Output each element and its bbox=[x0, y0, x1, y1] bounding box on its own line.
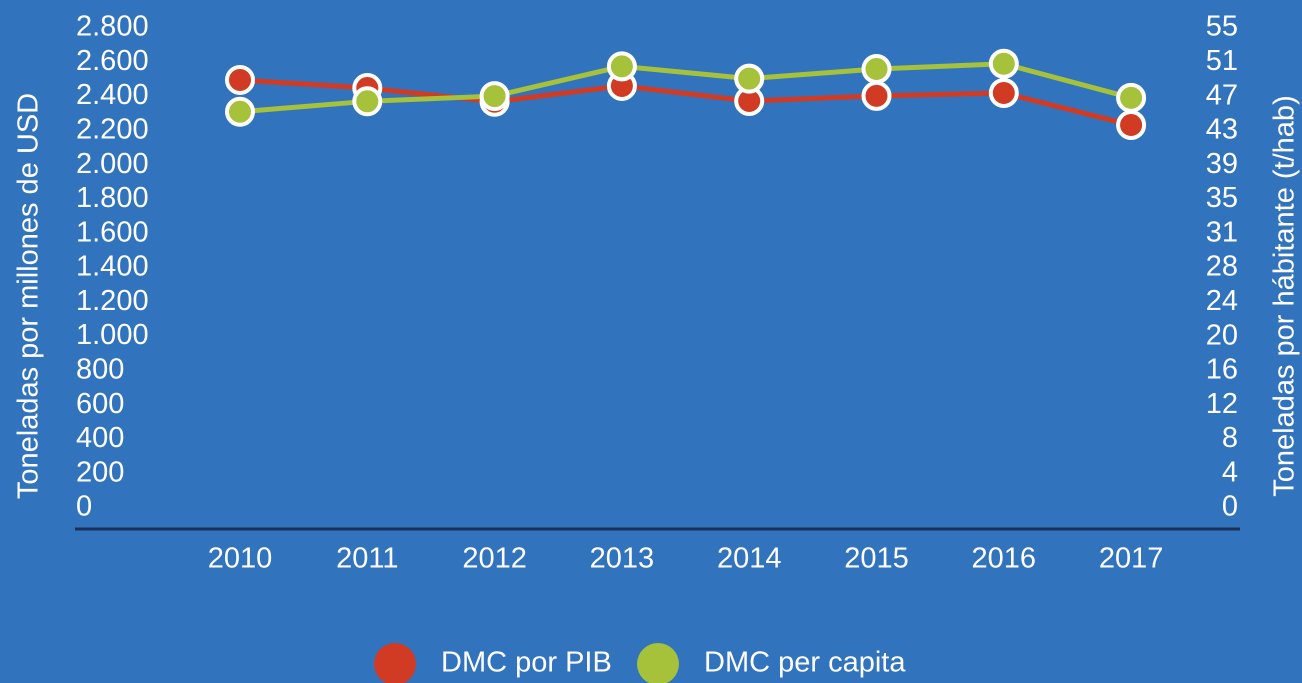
y-tick-label: 2.400 bbox=[76, 79, 149, 111]
series-line bbox=[239, 77, 1132, 128]
y2-tick-label: 35 bbox=[1206, 182, 1238, 214]
data-point bbox=[225, 96, 255, 127]
y-tick-label: 1.400 bbox=[76, 251, 149, 283]
y-tick-label: 1.000 bbox=[76, 319, 149, 351]
data-point bbox=[988, 48, 1019, 79]
y-tick-label: 2.000 bbox=[76, 148, 149, 180]
x-tick-label: 2010 bbox=[208, 543, 273, 575]
legend-swatch bbox=[637, 643, 679, 683]
data-point bbox=[352, 86, 383, 117]
legend-swatch bbox=[374, 643, 416, 683]
x-tick-label: 2016 bbox=[972, 543, 1037, 575]
y-tick-label: 400 bbox=[76, 422, 124, 454]
x-tick-label: 2011 bbox=[336, 543, 398, 575]
data-point bbox=[861, 54, 892, 85]
x-tick-label: 2017 bbox=[1099, 543, 1164, 575]
y-tick-label: 1.200 bbox=[76, 285, 149, 317]
y2-tick-label: 12 bbox=[1206, 388, 1238, 420]
x-tick-label: 2015 bbox=[844, 543, 909, 575]
y2-tick-label: 20 bbox=[1206, 319, 1238, 351]
y2-tick-label: 31 bbox=[1206, 216, 1238, 248]
y-tick-label: 0 bbox=[76, 491, 92, 523]
data-point bbox=[988, 77, 1019, 108]
y2-tick-label: 24 bbox=[1206, 285, 1238, 317]
y2-tick-label: 47 bbox=[1206, 79, 1238, 111]
data-point bbox=[1116, 82, 1147, 113]
y2-tick-label: 0 bbox=[1222, 491, 1238, 523]
legend-label: DMC per capita bbox=[704, 647, 906, 679]
y-axis-title: Toneladas por millones de USD bbox=[13, 93, 45, 499]
y2-tick-label: 51 bbox=[1206, 45, 1238, 77]
y2-tick-label: 39 bbox=[1206, 148, 1238, 180]
y2-tick-label: 55 bbox=[1206, 11, 1238, 43]
x-tick-label: 2012 bbox=[462, 543, 527, 575]
legend-label: DMC por PIB bbox=[441, 647, 612, 679]
y2-tick-label: 28 bbox=[1206, 251, 1238, 283]
y-tick-label: 200 bbox=[76, 456, 124, 488]
data-point bbox=[479, 81, 510, 112]
y-tick-label: 2.600 bbox=[76, 45, 149, 77]
y2-axis-title: Toneladas por hábitante (t/hab) bbox=[1269, 95, 1301, 496]
y-tick-label: 800 bbox=[76, 354, 124, 386]
data-point bbox=[734, 63, 765, 94]
data-point bbox=[225, 64, 255, 95]
series-line bbox=[239, 61, 1132, 115]
x-tick-label: 2013 bbox=[590, 543, 655, 575]
y2-tick-label: 8 bbox=[1222, 422, 1238, 454]
y-tick-label: 1.800 bbox=[76, 182, 149, 214]
y-tick-label: 600 bbox=[76, 388, 124, 420]
data-point bbox=[861, 80, 892, 111]
y-tick-label: 2.800 bbox=[76, 11, 149, 43]
y2-tick-label: 43 bbox=[1206, 114, 1238, 146]
y2-tick-label: 4 bbox=[1222, 456, 1238, 488]
data-point bbox=[606, 51, 637, 82]
y-tick-label: 1.600 bbox=[76, 216, 149, 248]
x-tick-label: 2014 bbox=[717, 543, 782, 575]
y-tick-label: 2.200 bbox=[76, 114, 149, 146]
data-point bbox=[1116, 110, 1147, 141]
y2-tick-label: 16 bbox=[1206, 354, 1238, 386]
